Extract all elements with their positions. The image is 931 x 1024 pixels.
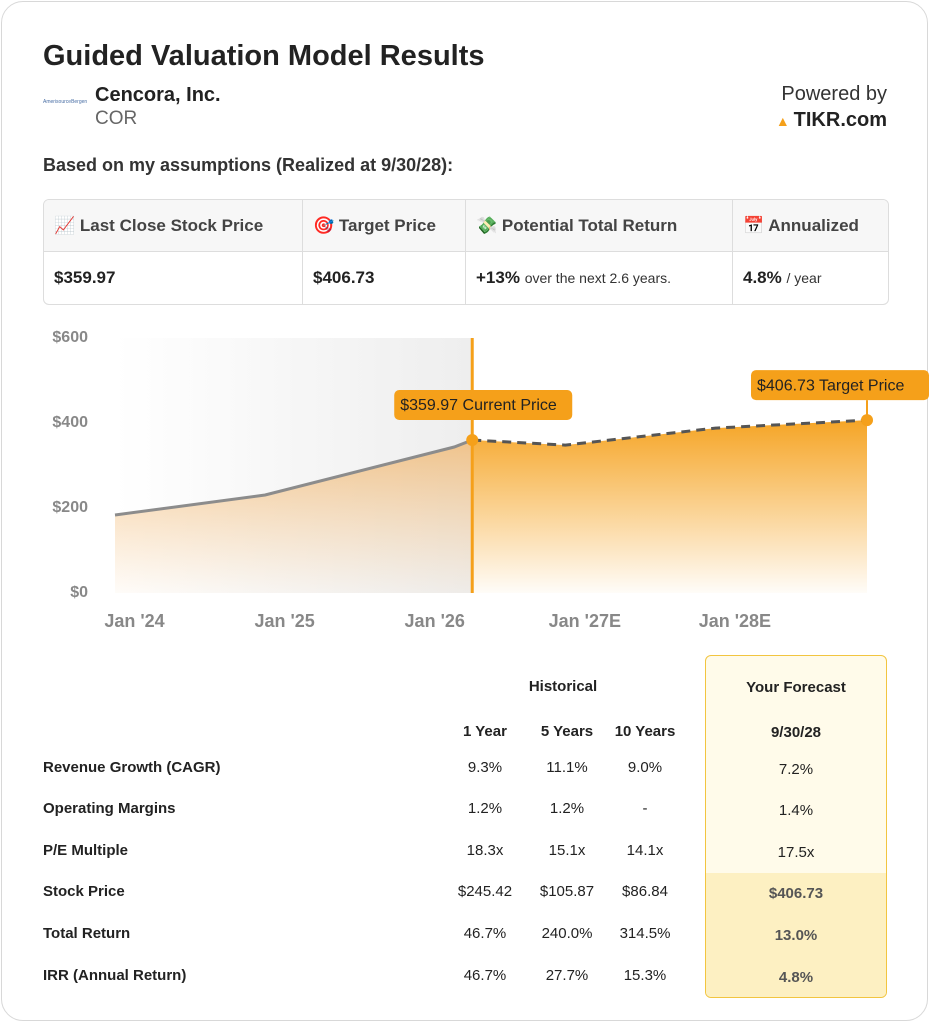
- column-header: 5 Years: [540, 723, 594, 740]
- logo: AmerisourceBergen: [43, 99, 88, 105]
- y-tick-label: $400: [52, 414, 88, 431]
- cell: $86.84: [622, 883, 668, 900]
- ticker: COR: [95, 108, 138, 129]
- company: Cencora, Inc.: [95, 84, 221, 106]
- chart: $0 $200 $400 $600 Jan '24 Jan '25 Jan '26 Jan '…: [52, 329, 929, 631]
- powered-by: Powered by: [781, 83, 887, 105]
- summary-table: 📈 Last Close Stock Price $359.97 🎯 Target …: [43, 199, 889, 305]
- assumption: Based on my assumptions (Realized at 9/3…: [43, 155, 454, 175]
- row-label: IRR (Annual Return): [43, 967, 187, 984]
- cell: 314.5%: [619, 925, 671, 942]
- summary-value: $359.97: [54, 268, 116, 287]
- summary-value: $406.73: [313, 268, 375, 287]
- column-header: 9/30/28: [770, 724, 822, 741]
- point: [466, 434, 479, 447]
- summary-header: 📈 Last Close Stock Price: [44, 200, 302, 252]
- cell: 1.2%: [549, 800, 585, 817]
- forecast-highlight: [706, 873, 886, 997]
- cell: 15.3%: [623, 967, 667, 984]
- area: [472, 420, 867, 593]
- summary-header: 📅 Annualized: [732, 200, 888, 252]
- cell: 9.0%: [627, 759, 663, 776]
- cell: $406.73: [768, 885, 824, 902]
- forecast-panel: [705, 655, 887, 998]
- row-label: Revenue Growth (CAGR): [43, 759, 221, 776]
- annotation-box: [394, 390, 573, 421]
- y-tick-label: $200: [52, 499, 88, 516]
- brand-icon: ▲: [775, 113, 794, 129]
- cell: 11.1%: [546, 759, 588, 776]
- annotation: $359.97 Current Price: [400, 397, 557, 414]
- group-header: Your Forecast: [746, 679, 846, 696]
- line: [114, 438, 473, 517]
- cell: 18.3x: [466, 842, 504, 859]
- column-header: 1 Year: [463, 723, 507, 740]
- row-label: Operating Margins: [43, 800, 176, 817]
- cell: 17.5x: [777, 844, 815, 861]
- summary-cell: +13% over the next 2.6 years.: [465, 252, 732, 304]
- cell: $105.87: [539, 883, 595, 900]
- cell: 27.7%: [545, 967, 589, 984]
- summary-value: +13%: [476, 268, 520, 287]
- area: [115, 440, 473, 593]
- line: [472, 418, 868, 447]
- cell: 13.0%: [774, 927, 818, 944]
- annotation: $406.73 Target Price: [757, 377, 904, 394]
- y-tick-label: $600: [52, 329, 88, 346]
- summary-cell: $359.97: [44, 252, 302, 304]
- brand-name: TIKR.com: [793, 109, 887, 131]
- summary-header: 💸 Potential Total Return: [465, 200, 732, 252]
- cell: 14.1x: [626, 842, 664, 859]
- cell: 1.2%: [467, 800, 503, 817]
- group-header: Historical: [528, 678, 598, 695]
- cell: 4.8%: [778, 969, 814, 986]
- summary-note: / year: [786, 270, 822, 286]
- row-label: Total Return: [43, 925, 131, 942]
- cell: -: [642, 800, 648, 817]
- cell: 46.7%: [463, 925, 507, 942]
- annotation-box: [751, 370, 929, 401]
- summary-note: over the next 2.6 years.: [524, 270, 671, 286]
- cell: 15.1x: [548, 842, 586, 859]
- summary-value: 4.8%: [743, 268, 782, 287]
- y-tick-label: $0: [70, 584, 88, 601]
- x-tick-label: Jan '27E: [549, 611, 621, 631]
- cell: 240.0%: [541, 925, 593, 942]
- x-tick-label: Jan '26: [405, 611, 465, 631]
- column-header: 10 Years: [614, 723, 676, 740]
- x-tick-label: Jan '24: [104, 611, 164, 631]
- row-label: P/E Multiple: [43, 842, 129, 859]
- title: Guided Valuation Model Results: [43, 40, 485, 72]
- cell: 7.2%: [778, 761, 814, 778]
- summary-cell: $406.73: [302, 252, 465, 304]
- x-tick-label: Jan '28E: [699, 611, 771, 631]
- cell: 1.4%: [778, 802, 814, 819]
- cell: 46.7%: [463, 967, 507, 984]
- cell: 9.3%: [467, 759, 503, 776]
- x-tick-label: Jan '25: [254, 611, 314, 631]
- cell: $245.42: [457, 883, 513, 900]
- brand: ▲ TIKR.com: [776, 109, 887, 132]
- summary-header: 🎯 Target Price: [302, 200, 465, 252]
- row-label: Stock Price: [43, 883, 125, 900]
- summary-cell: 4.8% / year: [732, 252, 888, 304]
